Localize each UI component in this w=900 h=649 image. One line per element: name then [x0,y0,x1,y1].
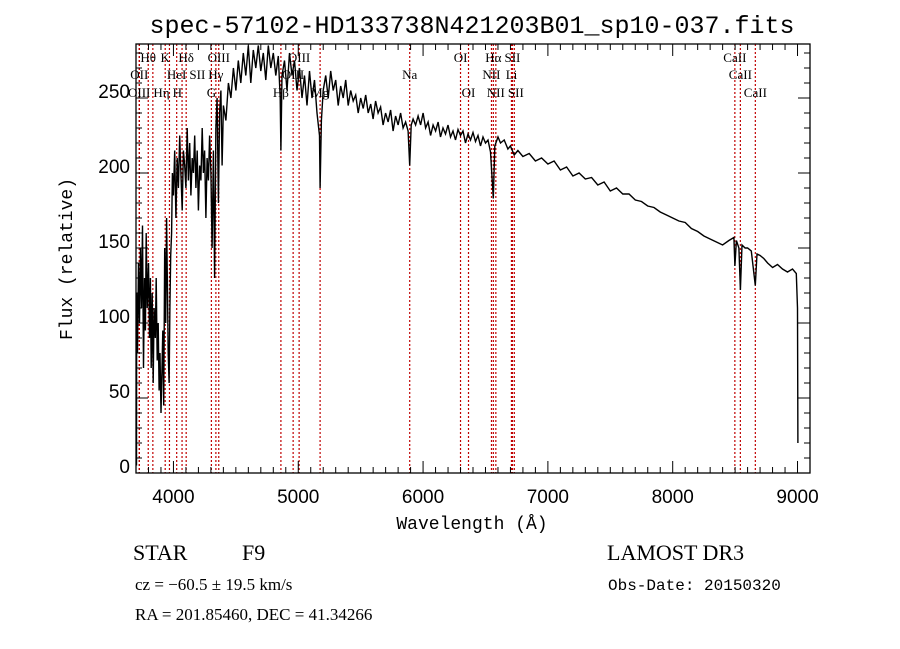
line-label: Hδ [178,50,194,65]
line-label: SII [508,85,524,100]
y-tick-label: 150 [98,232,130,253]
axes: 4000 5000 6000 7000 8000 9000 0 50 100 150 200 250 [98,43,819,508]
x-tick-label: 8000 [652,487,694,508]
line-label: HeI [167,67,187,82]
line-label: Hθ [140,50,156,65]
line-label: G [207,85,216,100]
x-tick-label: 6000 [402,487,444,508]
subclass: F9 [242,540,265,565]
redshift-text: cz = −60.5 ± 19.5 km/s [135,575,292,594]
line-label: Li [506,67,518,82]
line-label: Na [402,67,417,82]
object-class: STAR [133,540,188,565]
line-label: Hβ [273,85,289,100]
line-label: OIII [128,85,150,100]
line-label: OI [454,50,468,65]
obs-date: Obs-Date: 20150320 [608,577,781,595]
line-label: OIII [288,50,310,65]
line-label: CaII [723,50,746,65]
line-label: OI [462,85,476,100]
line-label: K [161,50,171,65]
coordinates-text: RA = 201.85460, DEC = 41.34266 [135,605,372,624]
line-label: NII [482,67,500,82]
y-tick-label: 50 [109,382,130,403]
line-label: OIII [282,67,304,82]
x-tick-label: 5000 [277,487,319,508]
chart-title: spec-57102-HD133738N421203B01_sp10-037.f… [149,12,794,41]
line-label: NII [487,85,505,100]
line-label: CaII [744,85,767,100]
x-tick-label: 7000 [527,487,569,508]
line-label: Hγ [208,67,223,82]
line-markers [138,44,756,473]
line-label: H [173,85,182,100]
plot-frame [135,43,811,474]
line-label: CaII [729,67,752,82]
spectrum [135,45,799,466]
line-label: SII [189,67,205,82]
survey-label: LAMOST DR3 [607,540,744,565]
line-label: SII [505,50,521,65]
line-label: Hα [485,50,501,65]
line-label: OIII [208,50,230,65]
line-label: Hη [153,85,169,100]
x-tick-label: 9000 [776,487,818,508]
y-tick-label: 0 [119,457,130,478]
line-label: Mg [311,85,330,100]
y-tick-label: 250 [98,82,130,103]
y-tick-label: 200 [98,157,130,178]
y-axis-label: Flux (relative) [58,178,78,340]
x-tick-label: 4000 [152,487,194,508]
spectrum-line [135,45,799,466]
line-label: OII [130,67,148,82]
x-axis-label: Wavelength (Å) [396,514,547,535]
y-tick-label: 100 [98,307,130,328]
